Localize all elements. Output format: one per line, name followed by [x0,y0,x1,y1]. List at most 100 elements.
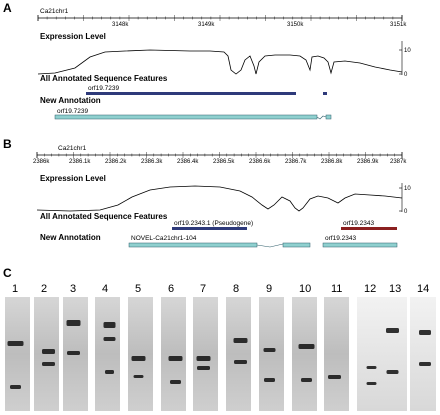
panel-b-chromosome: Ca21chr1 [58,145,87,152]
gel-band [168,356,183,361]
gel-lane-label: 10 [299,283,311,295]
gel-band [42,362,55,366]
gel-lane: 7 [193,283,218,411]
gel-lane: 8 [226,283,251,411]
gel-lane: 14 [410,283,436,411]
gel-band [366,382,377,385]
gel-band [103,337,116,341]
gel-band [301,378,312,382]
panel-a-new-annotation [54,114,332,120]
panel-a-y-tick: 0 [404,72,408,78]
gel-lane: 4 [95,283,120,411]
gel-lane-label: 11 [331,283,342,295]
panel-b-new-gene-2-label: orf19.2343 [325,235,356,242]
gel-band [233,338,248,343]
gel-band [7,341,24,346]
gel-lane-background [410,297,436,411]
panel-c-letter: C [3,266,12,280]
gel-band [196,356,211,361]
gel-lane-background [292,297,317,411]
panel-b-tick-label: 2386.5k [213,159,235,165]
gel-lane-label: 5 [135,283,141,295]
gel-band [419,362,431,366]
gel-lane-background [382,297,407,411]
panel-a-annotated-gene-label: orf19.7239 [88,85,119,92]
panel-b-new-label: New Annotation [40,233,101,242]
gel-lane-label: 12 [364,283,376,295]
gel-lane-label: 3 [70,283,76,295]
gel-band [10,385,21,389]
panel-a-annotated-gene-bar [86,92,296,95]
gel-lane-background [161,297,186,411]
panel-b-y-tick: 10 [404,186,411,192]
panel-a-new-label: New Annotation [40,96,101,105]
panel-a-annotated-gene-bar-end [323,92,327,95]
gel-band [67,351,80,355]
panel-b-new-annotation-1 [128,242,311,248]
panel-b-tick-label: 2386.9k [357,159,379,165]
panel-a-expression-label: Expression Level [40,32,106,41]
gel-band [298,344,315,349]
panel-b-annotated-gene-1-bar [172,227,247,230]
panel-a-letter: A [3,1,12,15]
panel-b-ruler: 2386k 2386.1k 2386.2k 2386.3k 2386.4k 23… [33,152,407,165]
gel-band [66,320,81,326]
panel-a-chromosome: Ca21chr1 [40,8,69,15]
gel-lane: 3 [63,283,88,411]
panel-b-letter: B [3,137,12,151]
panel-b-annotated-gene-2-label: orf19.2343 [343,220,374,227]
gel-lane: 13 [382,283,407,411]
panel-b-annotated-gene-2-bar [341,227,397,230]
gel-lane-label: 9 [266,283,272,295]
gel-lane: 1 [5,283,30,411]
gel-lane-label: 1 [12,283,18,295]
gel-band [366,366,377,369]
gel-lane-background [193,297,218,411]
gel-lane-label: 7 [200,283,206,295]
gel-band [263,348,276,352]
gel-lane: 12 [357,283,382,411]
gel-lane-background [128,297,153,411]
panel-a-tick-label: 3151k [390,22,407,28]
panel-b-expression-label: Expression Level [40,174,106,183]
gel-lanes: 1 2 3 4 5 6 7 8 9 10 11 12 13 14 [5,283,436,411]
gel-lane-background [95,297,120,411]
panel-b-tick-label: 2386.2k [105,159,127,165]
panel-b-tick-label: 2386.7k [285,159,307,165]
panel-a-annotated-label: All Annotated Sequence Features [40,74,168,83]
panel-b-tick-label: 2386.8k [321,159,343,165]
panel-a-ruler: 3148k 3149k 3150k 3151k [37,15,407,28]
panel-b-expression-track: 10 0 [36,183,411,215]
gel-lane: 5 [128,283,153,411]
gel-lane-background [226,297,251,411]
gel-band [42,349,55,354]
gel-lane-background [5,297,30,411]
gel-band [131,356,146,361]
panel-a-tick-label: 3148k [112,22,129,28]
gel-lane-label: 2 [41,283,47,295]
panel-b-tick-label: 2386.6k [249,159,271,165]
gel-lane-background [324,297,349,411]
panel-b-tick-label: 2387k [390,159,407,165]
gel-band [197,366,210,370]
panel-b-expression-curve [36,185,403,212]
gel-band [105,370,114,374]
panel-b-new-annotation-2 [322,242,398,248]
panel-b-tick-label: 2386.1k [69,159,91,165]
gel-lane-label: 6 [168,283,174,295]
panel-b-y-tick: 0 [404,209,408,215]
panel-a-expression-curve [37,49,403,75]
panel-b-new-gene-1-label: NOVEL-Ca21chr1-104 [131,235,197,242]
gel-band [328,375,341,379]
panel-a-tick-label: 3150k [287,22,304,28]
panel-a-y-tick: 10 [404,48,411,54]
panel-a-tick-label: 3149k [198,22,215,28]
panel-a-expression-track: 10 0 [37,41,411,78]
gel-lane: 11 [324,283,349,411]
gel-lane: 10 [292,283,317,411]
gel-lane: 2 [34,283,59,411]
gel-band [386,370,399,374]
gel-lane: 9 [259,283,284,411]
panel-b-annotated-label: All Annotated Sequence Features [40,212,168,221]
